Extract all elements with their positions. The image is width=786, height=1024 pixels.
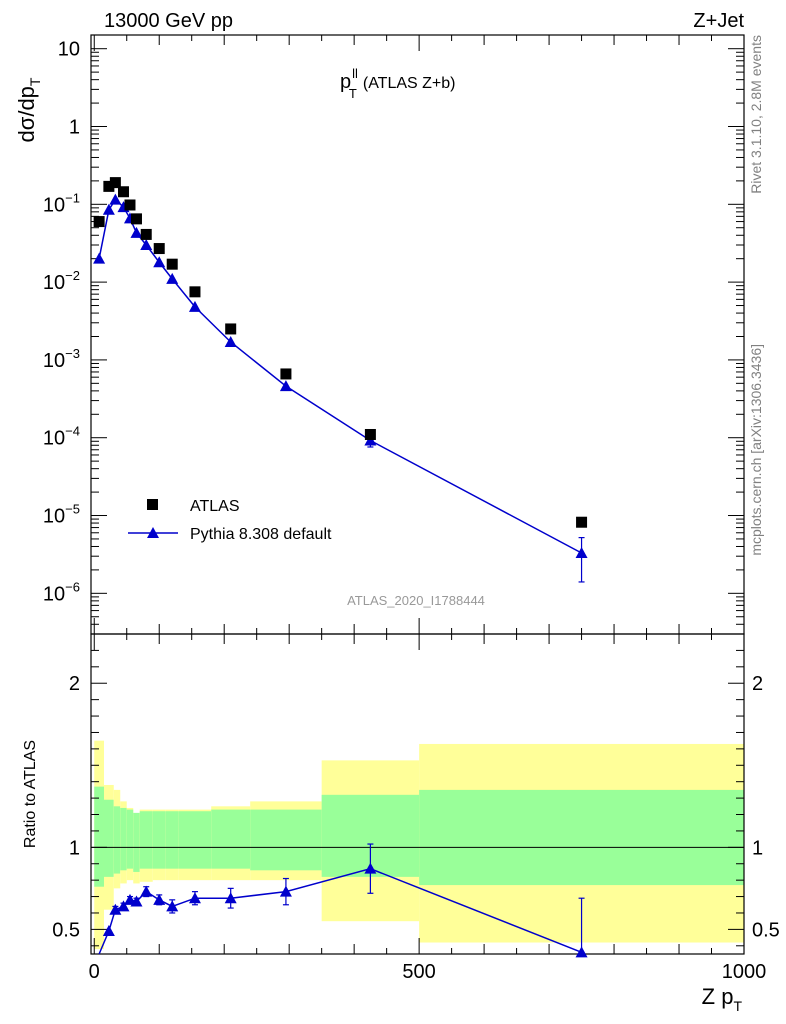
- legend-atlas-label: ATLAS: [190, 498, 240, 515]
- ratio-y-label: Ratio to ATLAS: [22, 740, 39, 848]
- band-inner-bin: [120, 807, 127, 871]
- atlas-point: [153, 243, 165, 255]
- band-inner-bin: [250, 809, 322, 871]
- atlas-point: [109, 177, 121, 189]
- plot-title-sub: T: [349, 86, 357, 101]
- atlas-point: [103, 180, 115, 192]
- ratio-frame: [90, 633, 745, 955]
- main-frame: [90, 34, 745, 635]
- x-tick-label: 500: [402, 961, 435, 983]
- main-y-tick-label: 10: [58, 39, 80, 61]
- atlas-point: [117, 186, 129, 198]
- ratio-point: [117, 900, 130, 912]
- main-y-tick-label: 10−2: [43, 268, 80, 294]
- main-y-tick-label: 10−1: [43, 190, 80, 216]
- ratio-point: [109, 903, 122, 915]
- ratio-axis-ticks: 0.5 0.5 1 1 2 2 0 500 1000: [52, 634, 780, 983]
- atlas-point: [364, 428, 376, 440]
- band-inner-bin: [113, 806, 121, 874]
- mc-point: [102, 203, 115, 215]
- ratio-point: [153, 893, 166, 905]
- atlas-point: [189, 286, 201, 298]
- ratio-point: [166, 900, 179, 912]
- band-inner-bin: [94, 786, 104, 887]
- main-series: [93, 177, 588, 583]
- band-inner-bin: [103, 799, 114, 877]
- mc-point: [140, 238, 153, 250]
- atlas-point: [225, 323, 237, 335]
- ratio-series: [98, 843, 588, 958]
- band-inner-bin: [133, 812, 140, 872]
- mc-point: [575, 546, 588, 558]
- x-tick-label: 1000: [722, 961, 767, 983]
- main-y-tick-label: 10−4: [43, 424, 80, 450]
- band-inner-bin: [126, 809, 134, 869]
- atlas-point: [280, 368, 292, 380]
- mc-point: [109, 193, 122, 205]
- ratio-point: [140, 885, 153, 897]
- legend-atlas-marker: [147, 499, 158, 510]
- ratio-point: [102, 925, 115, 937]
- main-y-label-sub: T: [27, 77, 43, 86]
- x-axis-label-main: Z p: [702, 984, 734, 1009]
- plot-title-main: p: [340, 71, 351, 93]
- header-left: 13000 GeV pp: [104, 10, 233, 32]
- ratio-y-tick-label-right: 2: [752, 673, 763, 695]
- legend-mc-label: Pythia 8.308 default: [190, 526, 332, 543]
- atlas-point: [140, 228, 152, 240]
- mc-line: [98, 198, 582, 554]
- ratio-point: [575, 946, 588, 958]
- atlas-point: [93, 216, 105, 228]
- band-inner-bin: [419, 789, 744, 886]
- ratio-bands: [94, 740, 744, 950]
- band-inner-bin: [165, 811, 179, 869]
- rivet-label: Rivet 3.1.10, 2.8M events: [748, 35, 764, 194]
- atlas-point: [576, 516, 588, 528]
- mc-point: [224, 335, 237, 347]
- ratio-y-tick-label: 0.5: [52, 919, 80, 941]
- legend: ATLAS Pythia 8.308 default: [128, 498, 332, 543]
- atlas-point: [124, 199, 136, 211]
- mc-point: [279, 380, 292, 392]
- main-y-tick-label: 10−3: [43, 346, 80, 372]
- mc-point: [93, 252, 106, 264]
- main-y-tick-label: 10−5: [43, 502, 80, 528]
- mc-point: [166, 272, 179, 284]
- ratio-point: [364, 862, 377, 874]
- mc-point: [130, 226, 143, 238]
- plot-title-tail: (ATLAS Z+b): [363, 75, 456, 92]
- mc-point: [364, 434, 377, 446]
- ratio-point: [224, 892, 237, 904]
- ratio-point: [188, 892, 201, 904]
- band-inner-bin: [178, 811, 212, 869]
- main-y-tick-label: 1: [69, 117, 80, 139]
- main-y-label: dσ/dpT: [14, 77, 43, 142]
- band-inner-bin: [152, 811, 166, 869]
- atlas-point: [130, 213, 142, 225]
- mc-point: [153, 256, 166, 268]
- ratio-y-tick-label: 2: [69, 673, 80, 695]
- plot-title: pll T (ATLAS Z+b): [340, 66, 455, 101]
- ratio-y-tick-label: 1: [69, 837, 80, 859]
- mc-point: [188, 300, 201, 312]
- ratio-point: [130, 895, 143, 907]
- x-axis-label-sub: T: [733, 998, 742, 1014]
- legend-mc-marker: [147, 527, 159, 538]
- header-right: Z+Jet: [693, 10, 744, 32]
- x-tick-label: 0: [89, 961, 100, 983]
- band-inner-bin: [211, 809, 251, 869]
- ratio-y-tick-label-right: 1: [752, 837, 763, 859]
- band-inner-bin: [139, 811, 153, 869]
- ratio-y-tick-label-right: 0.5: [752, 919, 780, 941]
- analysis-id: ATLAS_2020_I1788444: [347, 593, 485, 608]
- ratio-point: [279, 885, 292, 897]
- main-y-tick-label: 10−6: [43, 579, 80, 605]
- main-axis-ticks: 10 1 10−1 10−2 10−3 10−4 10−5 10−6: [43, 35, 745, 635]
- atlas-point: [166, 258, 178, 270]
- mcplots-label: mcplots.cern.ch [arXiv:1306.3436]: [748, 344, 764, 556]
- plot-title-sup: ll: [352, 66, 358, 81]
- x-axis-label: Z pT: [702, 984, 743, 1014]
